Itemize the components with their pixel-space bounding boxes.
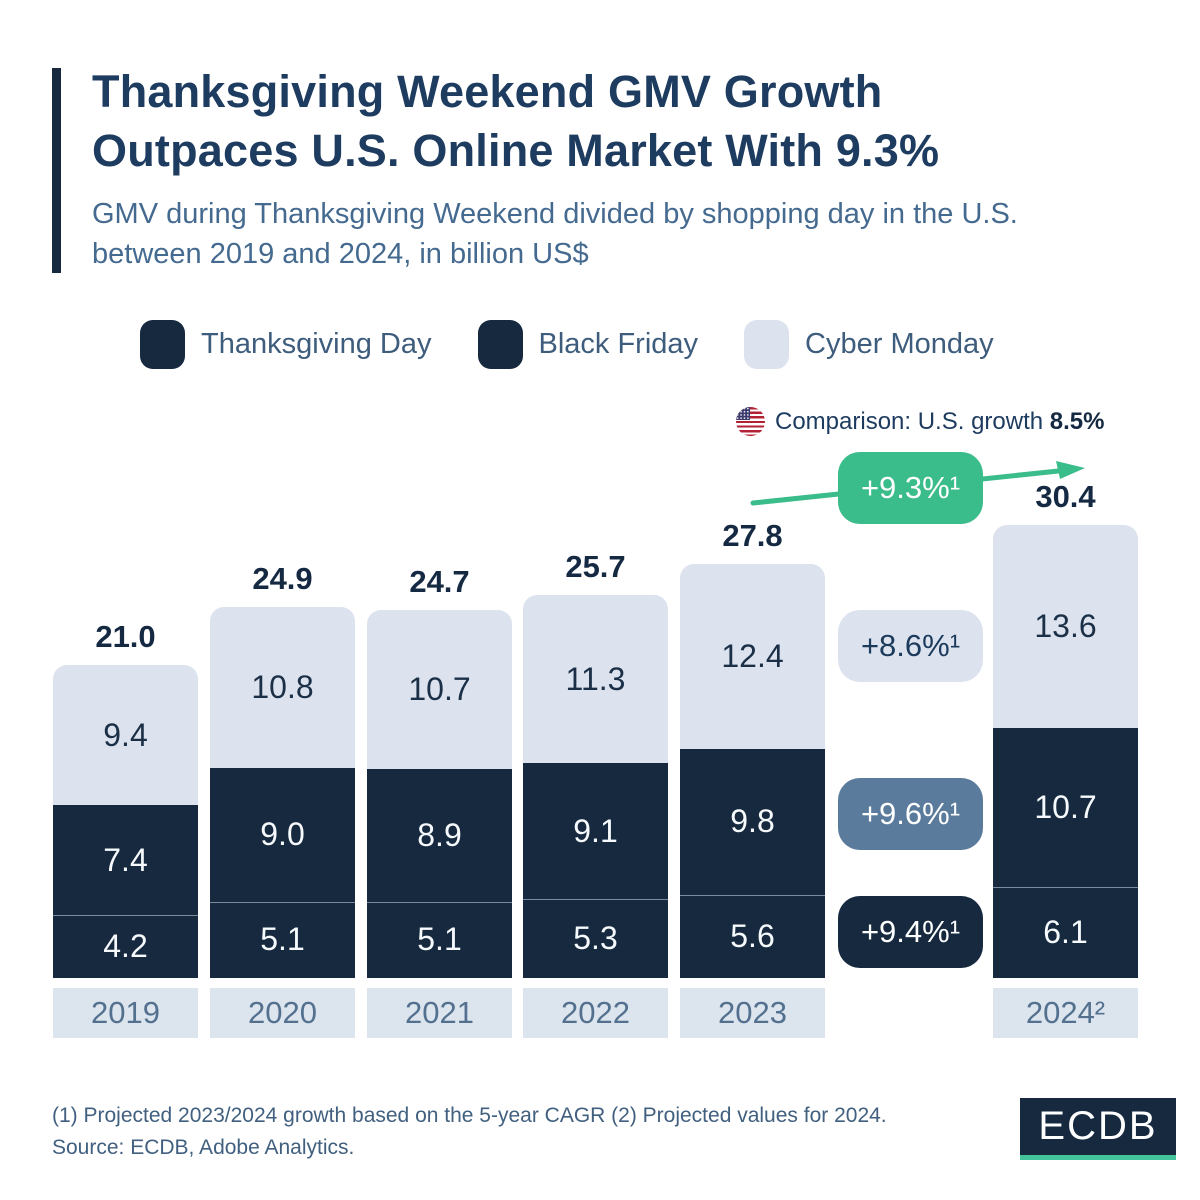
- bar-segment-2023-cyber-monday: 12.4: [680, 563, 825, 749]
- bar-segment-2021-thanksgiving-day: 5.1: [367, 902, 512, 978]
- bar-value-label: 4.2: [103, 928, 148, 965]
- page-subtitle: GMV during Thanksgiving Weekend divided …: [92, 194, 1162, 274]
- bar-segment-2019-black-friday: 7.4: [53, 805, 198, 916]
- title-accent-bar: [52, 68, 61, 273]
- footnote-line2: Source: ECDB, Adobe Analytics.: [52, 1136, 355, 1159]
- bar-segment-separator: [367, 902, 512, 903]
- bar-segment-2023-thanksgiving-day: 5.6: [680, 894, 825, 978]
- bar-value-label: 13.6: [1034, 607, 1097, 644]
- bar-segment-separator: [523, 899, 668, 901]
- page-title-line1: Thanksgiving Weekend GMV Growth: [92, 66, 883, 117]
- legend-label: Black Friday: [538, 328, 699, 360]
- page-subtitle-line2: between 2019 and 2024, in billion US$: [92, 238, 589, 270]
- bar-value-label: 7.4: [103, 841, 148, 878]
- us-flag-icon: [736, 407, 765, 436]
- bar-value-label: 11.3: [565, 660, 626, 697]
- growth-badge-slate: +9.6%¹: [838, 778, 983, 850]
- legend-swatch-navy-icon: [477, 320, 523, 369]
- comparison-text: Comparison: U.S. growth 8.5%: [775, 407, 1105, 435]
- comparison-value: 8.5%: [1049, 407, 1105, 435]
- growth-badge-green: +9.3%¹: [838, 452, 983, 524]
- bar-value-label: 10.7: [1034, 788, 1097, 825]
- bar-segment-2024-cyber-monday: 13.6: [993, 525, 1138, 728]
- footnote: (1) Projected 2023/2024 growth based on …: [52, 1100, 952, 1164]
- bar-value-label: 5.1: [260, 921, 305, 958]
- bar-value-label: 9.0: [260, 816, 305, 853]
- footnote-line1: (1) Projected 2023/2024 growth based on …: [52, 1104, 887, 1127]
- bar-total-label: 25.7: [565, 549, 626, 585]
- bar-segment-2022-black-friday: 9.1: [523, 763, 668, 900]
- bar-total-label: 21.0: [95, 619, 156, 655]
- x-axis-label-2019: 2019: [53, 988, 198, 1038]
- bar-value-label: 6.1: [1043, 914, 1088, 951]
- ecdb-logo: ECDB: [1020, 1098, 1176, 1160]
- bar-total-label: 30.4: [1035, 479, 1096, 515]
- bar-segment-separator: [210, 902, 355, 903]
- legend-item-black-friday: Black Friday: [477, 320, 699, 369]
- bar-segment-2022-cyber-monday: 11.3: [523, 595, 668, 764]
- bar-segment-2020-cyber-monday: 10.8: [210, 606, 355, 768]
- bar-segment-separator: [680, 894, 825, 896]
- legend-swatch-navy-icon: [140, 320, 185, 369]
- growth-badge-light: +8.6%¹: [838, 610, 983, 682]
- bar-segment-2023-black-friday: 9.8: [680, 748, 825, 895]
- bar-value-label: 9.1: [573, 812, 618, 849]
- bar-segment-2024-black-friday: 10.7: [993, 727, 1138, 888]
- bar-value-label: 9.4: [103, 716, 148, 753]
- bar-value-label: 10.8: [251, 668, 314, 705]
- bar-value-label: 5.3: [573, 920, 618, 956]
- page-title-line2: Outpaces U.S. Online Market With 9.3%: [92, 125, 940, 176]
- legend-label: Cyber Monday: [805, 328, 994, 360]
- x-axis-label-2022: 2022: [523, 988, 668, 1038]
- bar-value-label: 8.9: [417, 817, 462, 854]
- bar-total-label: 27.8: [722, 517, 783, 553]
- bar-value-label: 5.1: [417, 921, 462, 958]
- bar-total-label: 24.9: [252, 560, 313, 596]
- x-axis-label-2024: 2024²: [993, 988, 1138, 1038]
- legend-swatch-light-icon: [744, 320, 790, 369]
- bar-total-label: 24.7: [409, 563, 470, 599]
- legend-label: Thanksgiving Day: [201, 328, 432, 360]
- bar-segment-2022-thanksgiving-day: 5.3: [523, 899, 668, 978]
- bar-segment-2019-cyber-monday: 9.4: [53, 665, 198, 806]
- chart-legend: Thanksgiving Day Black Friday Cyber Mond…: [140, 320, 994, 369]
- bar-value-label: 5.6: [730, 917, 775, 954]
- legend-item-cyber-monday: Cyber Monday: [744, 320, 994, 369]
- bar-segment-separator: [993, 887, 1138, 889]
- x-axis-label-2021: 2021: [367, 988, 512, 1038]
- bar-segment-2020-thanksgiving-day: 5.1: [210, 902, 355, 978]
- bar-value-label: 9.8: [730, 803, 775, 840]
- bar-segment-2021-black-friday: 8.9: [367, 769, 512, 902]
- page-subtitle-line1: GMV during Thanksgiving Weekend divided …: [92, 198, 1018, 230]
- bar-segment-2019-thanksgiving-day: 4.2: [53, 915, 198, 978]
- bar-value-label: 10.7: [408, 671, 471, 708]
- bar-segment-separator: [53, 915, 198, 917]
- page-title: Thanksgiving Weekend GMV Growth Outpaces…: [92, 62, 1162, 180]
- bar-segment-2021-cyber-monday: 10.7: [367, 609, 512, 770]
- bar-segment-2020-black-friday: 9.0: [210, 767, 355, 902]
- x-axis-label-2020: 2020: [210, 988, 355, 1038]
- x-axis-label-2023: 2023: [680, 988, 825, 1038]
- comparison-annotation: Comparison: U.S. growth 8.5%: [736, 407, 1104, 436]
- bar-segment-2024-thanksgiving-day: 6.1: [993, 887, 1138, 978]
- bar-value-label: 12.4: [721, 637, 784, 674]
- growth-badge-navy: +9.4%¹: [838, 896, 983, 968]
- legend-item-thanksgiving-day: Thanksgiving Day: [140, 320, 432, 369]
